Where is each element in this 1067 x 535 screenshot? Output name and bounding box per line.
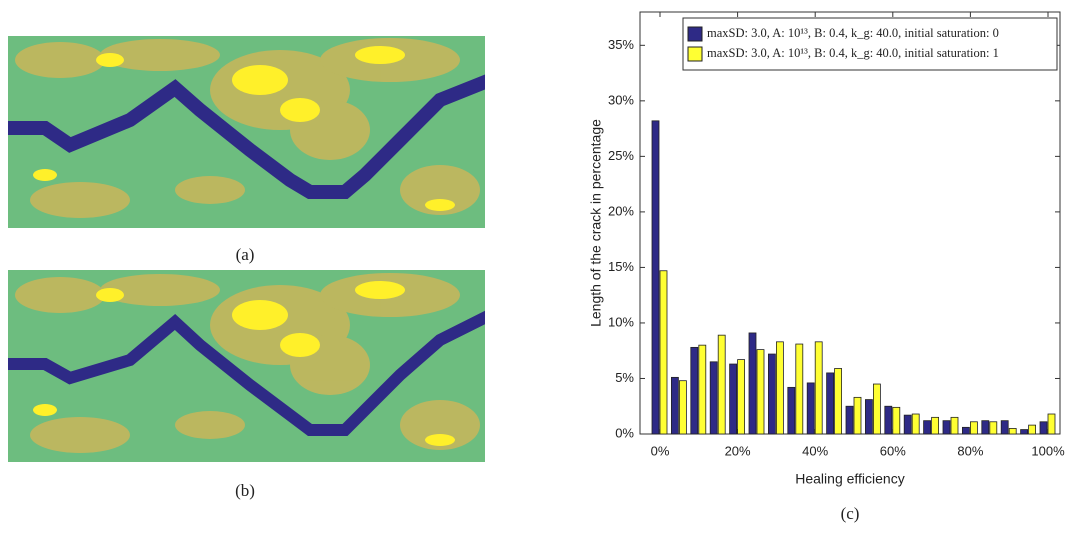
bar (912, 414, 919, 434)
bar (807, 383, 814, 434)
page: {"captions": ["(a)", "(b)", "(c)"], "cha… (0, 0, 1067, 530)
bar (671, 377, 678, 434)
caption: (b) (235, 481, 255, 500)
y-tick-label: 20% (608, 203, 634, 218)
bar (904, 415, 911, 434)
bar (932, 417, 939, 434)
bar (1001, 421, 1008, 434)
bar (757, 350, 764, 434)
y-tick-label: 25% (608, 148, 634, 163)
x-tick-label: 20% (725, 443, 751, 458)
bar (1040, 422, 1047, 434)
bar (924, 421, 931, 434)
legend-swatch (688, 27, 702, 41)
y-tick-label: 0% (615, 425, 634, 440)
bar (970, 422, 977, 434)
caption: (c) (841, 504, 860, 523)
bar (710, 362, 717, 434)
bar (1048, 414, 1055, 434)
bar (885, 406, 892, 434)
x-tick-label: 80% (957, 443, 983, 458)
x-tick-label: 60% (880, 443, 906, 458)
bar (1021, 430, 1028, 434)
bar (865, 400, 872, 434)
caption: (a) (236, 245, 255, 264)
y-tick-label: 15% (608, 259, 634, 274)
image-b (0, 270, 490, 462)
bar (854, 397, 861, 434)
bar (652, 121, 659, 434)
x-tick-label: 0% (651, 443, 670, 458)
bar (835, 368, 842, 434)
bar (738, 360, 745, 434)
bar (982, 421, 989, 434)
bar (962, 427, 969, 434)
bar (768, 354, 775, 434)
y-axis-label: Length of the crack in percentage (588, 119, 604, 327)
bar (815, 342, 822, 434)
bar (873, 384, 880, 434)
y-tick-label: 5% (615, 370, 634, 385)
bar (730, 364, 737, 434)
x-tick-label: 100% (1031, 443, 1065, 458)
x-axis-label: Healing efficiency (795, 471, 904, 487)
bar (788, 387, 795, 434)
y-tick-label: 35% (608, 37, 634, 52)
bar (893, 407, 900, 434)
bar (776, 342, 783, 434)
image-a (0, 36, 490, 228)
bar (679, 381, 686, 434)
x-tick-label: 40% (802, 443, 828, 458)
bar (943, 421, 950, 434)
legend-swatch (688, 47, 702, 61)
bar (846, 406, 853, 434)
bar (718, 335, 725, 434)
bar (1009, 428, 1016, 434)
legend-label: maxSD: 3.0, A: 10¹³, B: 0.4, k_g: 40.0, … (707, 26, 999, 40)
bar (951, 417, 958, 434)
y-tick-label: 10% (608, 314, 634, 329)
y-tick-label: 30% (608, 92, 634, 107)
bar (990, 422, 997, 434)
bar (699, 345, 706, 434)
bar (1029, 425, 1036, 434)
legend-label: maxSD: 3.0, A: 10¹³, B: 0.4, k_g: 40.0, … (707, 46, 999, 60)
bar (660, 271, 667, 434)
bar (827, 373, 834, 434)
bar (749, 333, 756, 434)
figure: (a) (b) (c) Healing efficiency Length of… (0, 0, 1067, 530)
bar (691, 347, 698, 434)
bar (796, 344, 803, 434)
